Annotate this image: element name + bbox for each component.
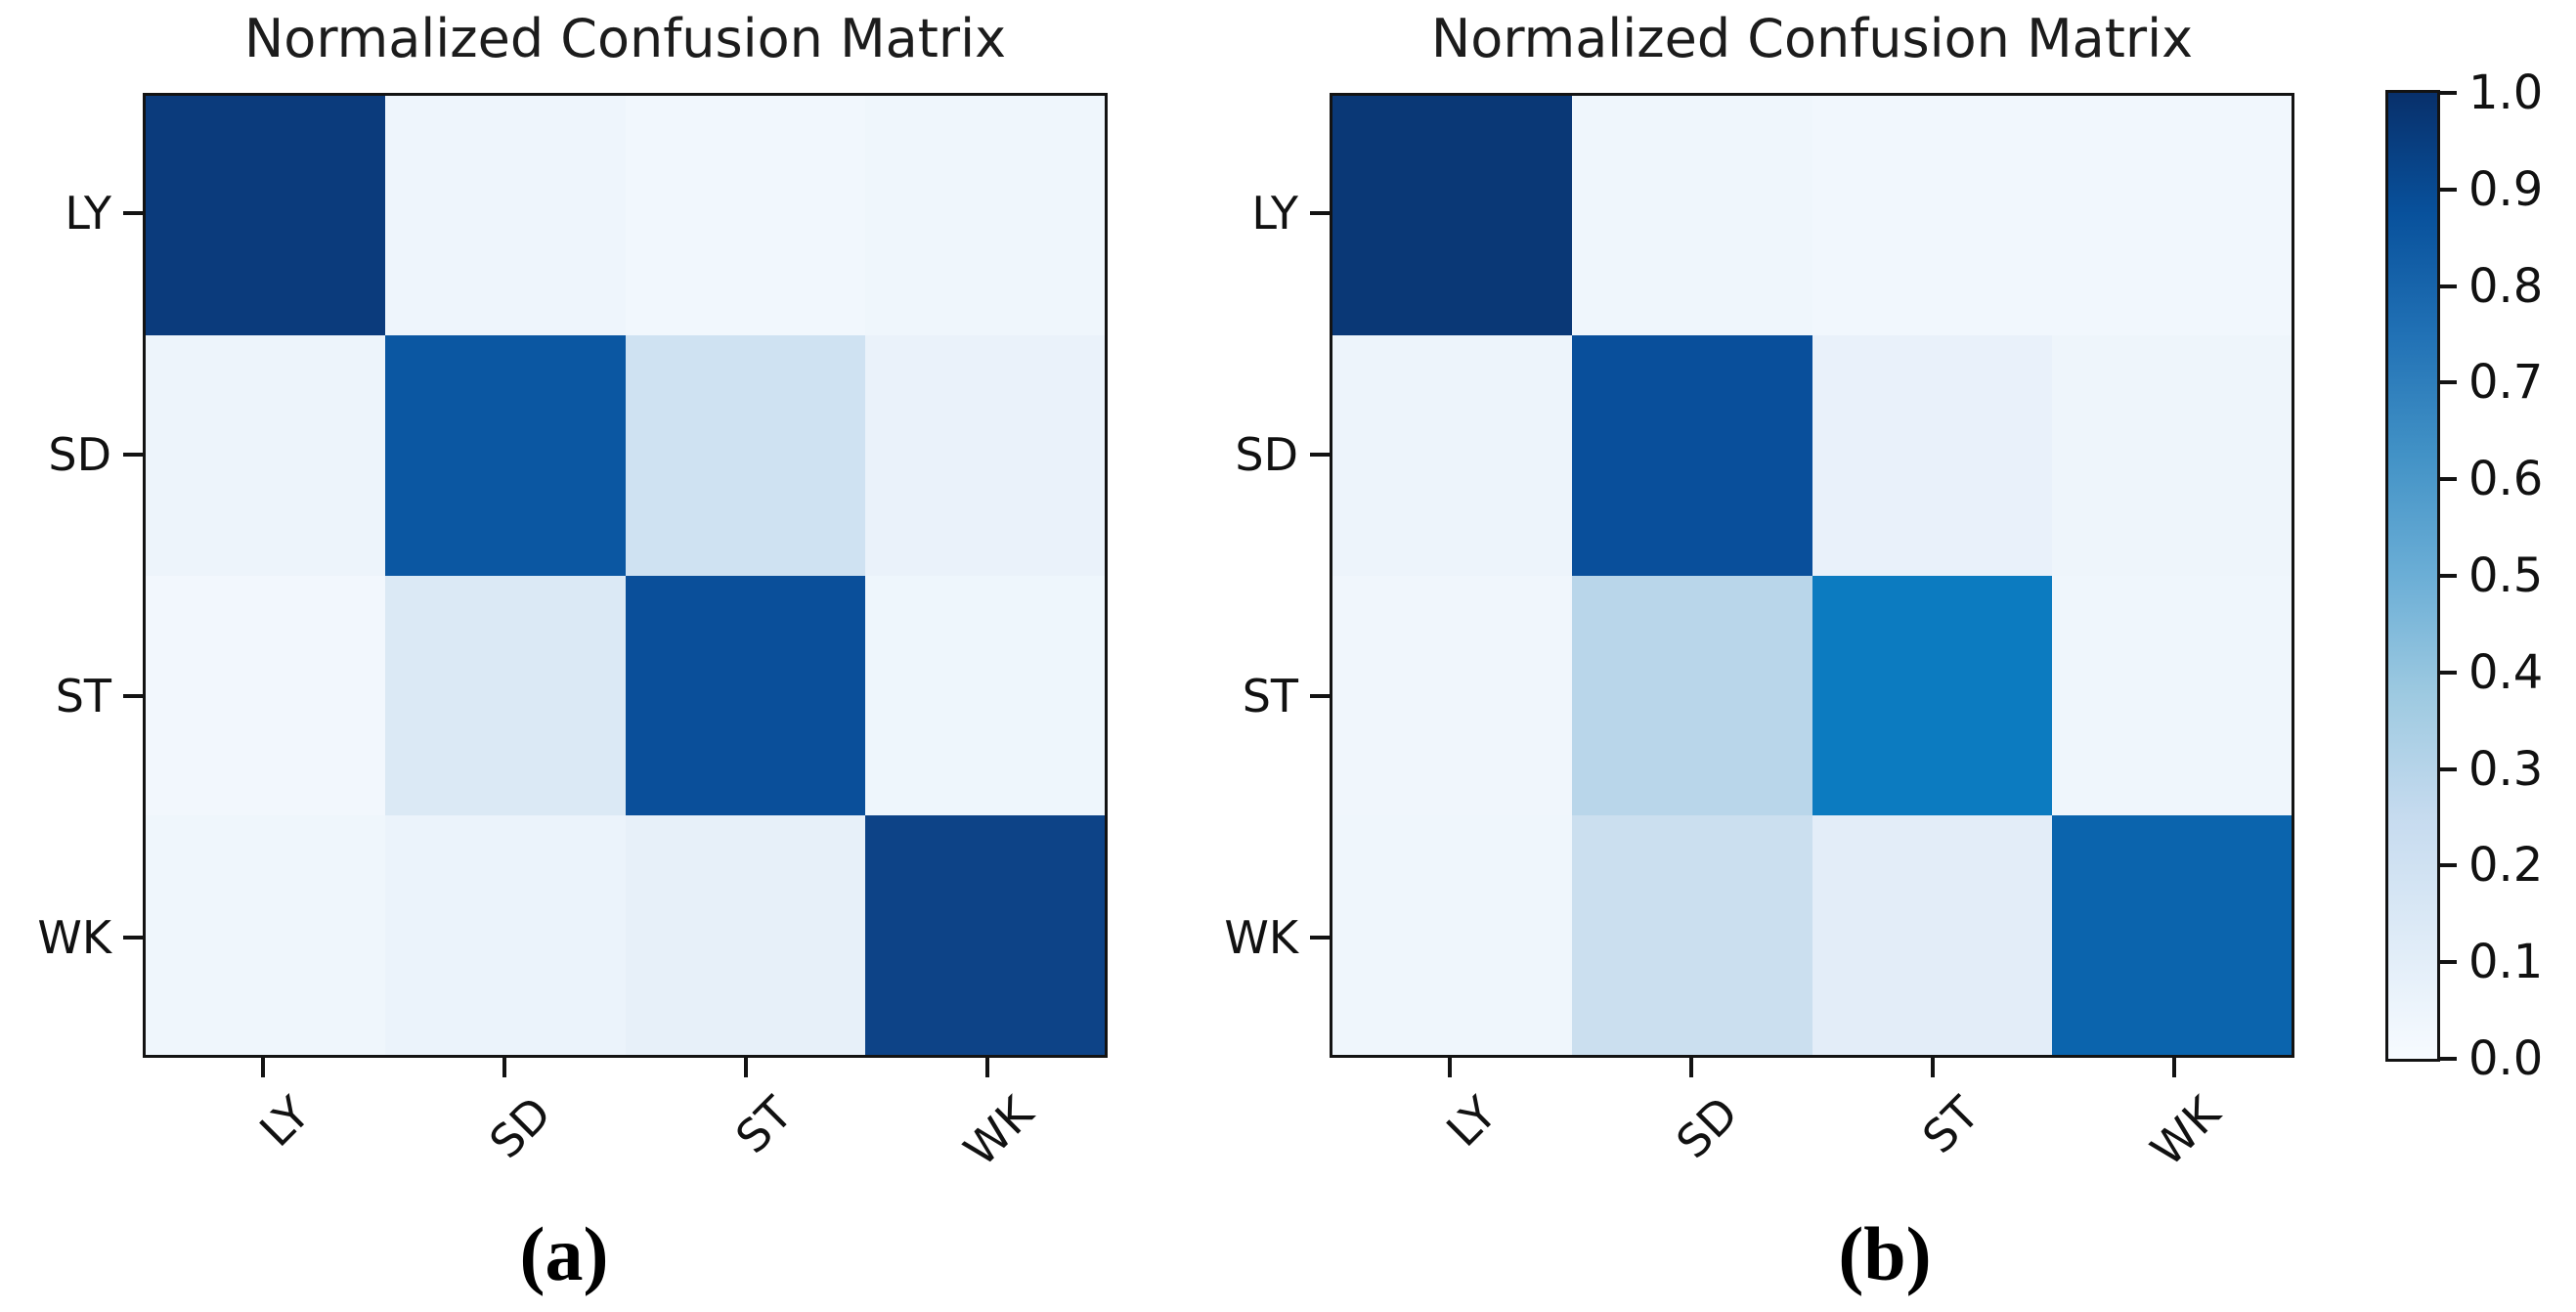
xtick-mark-a-ST bbox=[743, 1058, 748, 1077]
ytick-mark-b-WK bbox=[1310, 935, 1330, 940]
chart-title-a: Normalized Confusion Matrix bbox=[243, 8, 1007, 69]
cell-b-LY-LY bbox=[1332, 96, 1573, 336]
cbar-label-0.3: 0.3 bbox=[2468, 741, 2544, 797]
caption-a: (a) bbox=[519, 1211, 609, 1296]
cbar-label-0.0: 0.0 bbox=[2468, 1031, 2544, 1086]
cell-b-ST-LY bbox=[1332, 575, 1573, 815]
heatmap-axes-b bbox=[1330, 93, 2294, 1058]
cell-a-ST-LY bbox=[146, 575, 386, 815]
cell-b-WK-LY bbox=[1332, 814, 1573, 1055]
cell-a-WK-ST bbox=[625, 814, 865, 1055]
cbar-tick-0.0 bbox=[2437, 1057, 2457, 1061]
ytick-mark-a-WK bbox=[123, 935, 143, 940]
cbar-tick-1.0 bbox=[2437, 91, 2457, 95]
cell-b-ST-WK bbox=[2051, 575, 2292, 815]
cbar-tick-0.2 bbox=[2437, 863, 2457, 868]
cbar-tick-0.6 bbox=[2437, 477, 2457, 482]
xtick-label-a-LY: LY bbox=[248, 1086, 320, 1158]
cbar-label-0.7: 0.7 bbox=[2468, 355, 2544, 411]
xtick-label-b-LY: LY bbox=[1435, 1086, 1506, 1158]
cell-a-ST-ST bbox=[625, 575, 865, 815]
cell-a-ST-WK bbox=[864, 575, 1105, 815]
cbar-tick-0.7 bbox=[2437, 380, 2457, 385]
cbar-label-0.1: 0.1 bbox=[2468, 935, 2544, 990]
xtick-mark-b-WK bbox=[2171, 1058, 2176, 1077]
xtick-mark-a-SD bbox=[502, 1058, 507, 1077]
ytick-mark-b-LY bbox=[1310, 211, 1330, 216]
ytick-label-b-ST: ST bbox=[1242, 669, 1298, 722]
ytick-mark-b-SD bbox=[1310, 453, 1330, 458]
cbar-label-0.6: 0.6 bbox=[2468, 452, 2544, 507]
cbar-tick-0.1 bbox=[2437, 960, 2457, 965]
ytick-label-a-LY: LY bbox=[65, 187, 111, 241]
xtick-label-a-WK: WK bbox=[953, 1086, 1044, 1176]
xtick-label-a-ST: ST bbox=[724, 1086, 803, 1164]
cell-a-SD-LY bbox=[146, 335, 386, 576]
ytick-label-b-WK: WK bbox=[1224, 910, 1298, 964]
xtick-label-b-ST: ST bbox=[1911, 1086, 1989, 1164]
caption-b: (b) bbox=[1838, 1211, 1932, 1296]
cell-b-LY-ST bbox=[1812, 96, 2052, 336]
cell-a-WK-WK bbox=[864, 814, 1105, 1055]
heatmap-axes-a bbox=[143, 93, 1108, 1058]
cbar-label-0.2: 0.2 bbox=[2468, 838, 2544, 894]
cell-b-SD-LY bbox=[1332, 335, 1573, 576]
colorbar bbox=[2385, 90, 2440, 1062]
cbar-tick-0.3 bbox=[2437, 766, 2457, 771]
cell-b-SD-SD bbox=[1572, 335, 1812, 576]
ytick-label-b-SD: SD bbox=[1235, 428, 1298, 482]
cbar-label-0.5: 0.5 bbox=[2468, 548, 2544, 603]
cell-b-WK-WK bbox=[2051, 814, 2292, 1055]
cell-b-WK-ST bbox=[1812, 814, 2052, 1055]
xtick-mark-b-LY bbox=[1448, 1058, 1453, 1077]
xtick-mark-b-SD bbox=[1689, 1058, 1694, 1077]
cell-a-LY-WK bbox=[864, 96, 1105, 336]
cbar-label-0.9: 0.9 bbox=[2468, 161, 2544, 217]
xtick-label-b-WK: WK bbox=[2140, 1086, 2231, 1176]
cell-b-WK-SD bbox=[1572, 814, 1812, 1055]
chart-title-b: Normalized Confusion Matrix bbox=[1430, 8, 2194, 69]
cell-a-LY-ST bbox=[625, 96, 865, 336]
cell-b-LY-SD bbox=[1572, 96, 1812, 336]
cbar-label-0.4: 0.4 bbox=[2468, 644, 2544, 700]
ytick-mark-a-SD bbox=[123, 453, 143, 458]
ytick-label-b-LY: LY bbox=[1251, 187, 1298, 241]
cell-a-SD-WK bbox=[864, 335, 1105, 576]
ytick-label-a-SD: SD bbox=[48, 428, 111, 482]
xtick-mark-a-LY bbox=[261, 1058, 266, 1077]
cbar-tick-0.4 bbox=[2437, 670, 2457, 675]
ytick-label-a-ST: ST bbox=[55, 669, 111, 722]
cell-b-ST-SD bbox=[1572, 575, 1812, 815]
ytick-mark-b-ST bbox=[1310, 693, 1330, 698]
cell-a-ST-SD bbox=[385, 575, 626, 815]
cell-a-SD-SD bbox=[385, 335, 626, 576]
cbar-tick-0.5 bbox=[2437, 574, 2457, 578]
cell-a-WK-LY bbox=[146, 814, 386, 1055]
cell-a-WK-SD bbox=[385, 814, 626, 1055]
cell-b-SD-ST bbox=[1812, 335, 2052, 576]
cbar-tick-0.9 bbox=[2437, 187, 2457, 192]
cell-a-LY-LY bbox=[146, 96, 386, 336]
cell-a-LY-SD bbox=[385, 96, 626, 336]
xtick-label-a-SD: SD bbox=[478, 1086, 561, 1169]
cell-b-SD-WK bbox=[2051, 335, 2292, 576]
xtick-mark-a-WK bbox=[984, 1058, 989, 1077]
cbar-tick-0.8 bbox=[2437, 284, 2457, 288]
cbar-label-1.0: 1.0 bbox=[2468, 66, 2544, 120]
cell-a-SD-ST bbox=[625, 335, 865, 576]
xtick-mark-b-ST bbox=[1930, 1058, 1935, 1077]
cbar-label-0.8: 0.8 bbox=[2468, 258, 2544, 314]
ytick-mark-a-ST bbox=[123, 693, 143, 698]
ytick-label-a-WK: WK bbox=[37, 910, 111, 964]
xtick-label-b-SD: SD bbox=[1665, 1086, 1748, 1169]
ytick-mark-a-LY bbox=[123, 211, 143, 216]
cell-b-LY-WK bbox=[2051, 96, 2292, 336]
cell-b-ST-ST bbox=[1812, 575, 2052, 815]
